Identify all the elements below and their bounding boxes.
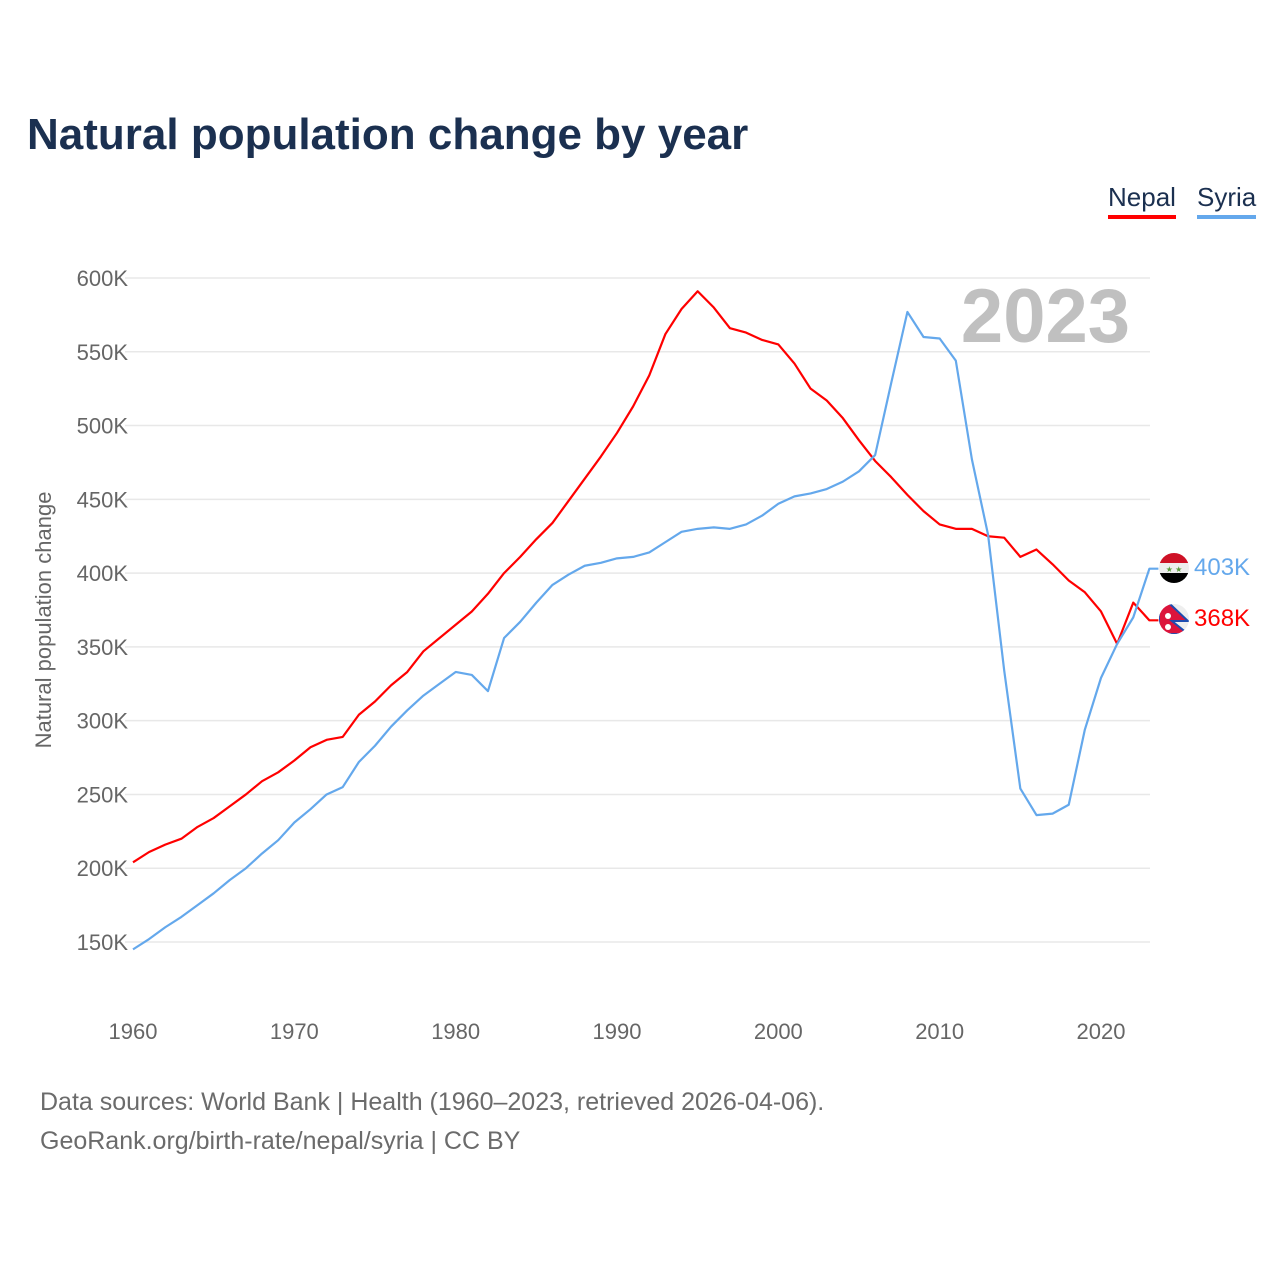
syria-flag-icon: ★ ★ [1159,553,1189,583]
nepal-end-label: 368K [1194,605,1250,632]
y-tick-label: 550K [77,340,129,365]
y-tick-label: 400K [77,561,129,586]
y-tick-label: 350K [77,635,129,660]
syria-end-label: 403K [1194,554,1250,581]
y-tick-label: 600K [77,266,129,291]
svg-text:★ ★: ★ ★ [1166,565,1183,574]
x-tick-label: 1970 [270,1019,319,1044]
x-tick-label: 1960 [109,1019,158,1044]
y-tick-label: 300K [77,709,129,734]
x-tick-label: 1990 [593,1019,642,1044]
chart-title: Natural population change by year [27,110,749,159]
x-tick-label: 2010 [915,1019,964,1044]
series-line-syria [132,310,1159,951]
nepal-flag-icon [1159,604,1189,634]
source-link[interactable]: GeoRank.org/birth-rate/nepal/syria | CC … [40,1127,521,1155]
source-text: Data sources: World Bank | Health (1960–… [40,1088,825,1116]
y-tick-label: 500K [77,414,129,439]
legend-item-nepal[interactable]: Nepal [1108,182,1176,219]
y-tick-label: 200K [77,856,129,881]
y-tick-label: 150K [77,930,129,955]
year-watermark: 2023 [961,274,1130,359]
series-line-nepal [132,290,1159,864]
x-tick-label: 2000 [754,1019,803,1044]
legend-item-syria[interactable]: Syria [1197,182,1257,219]
x-tick-label: 1980 [431,1019,480,1044]
x-tick-label: 2020 [1077,1019,1126,1044]
y-axis-label: Natural population change [31,492,56,749]
y-tick-label: 250K [77,782,129,807]
y-tick-label: 450K [77,487,129,512]
